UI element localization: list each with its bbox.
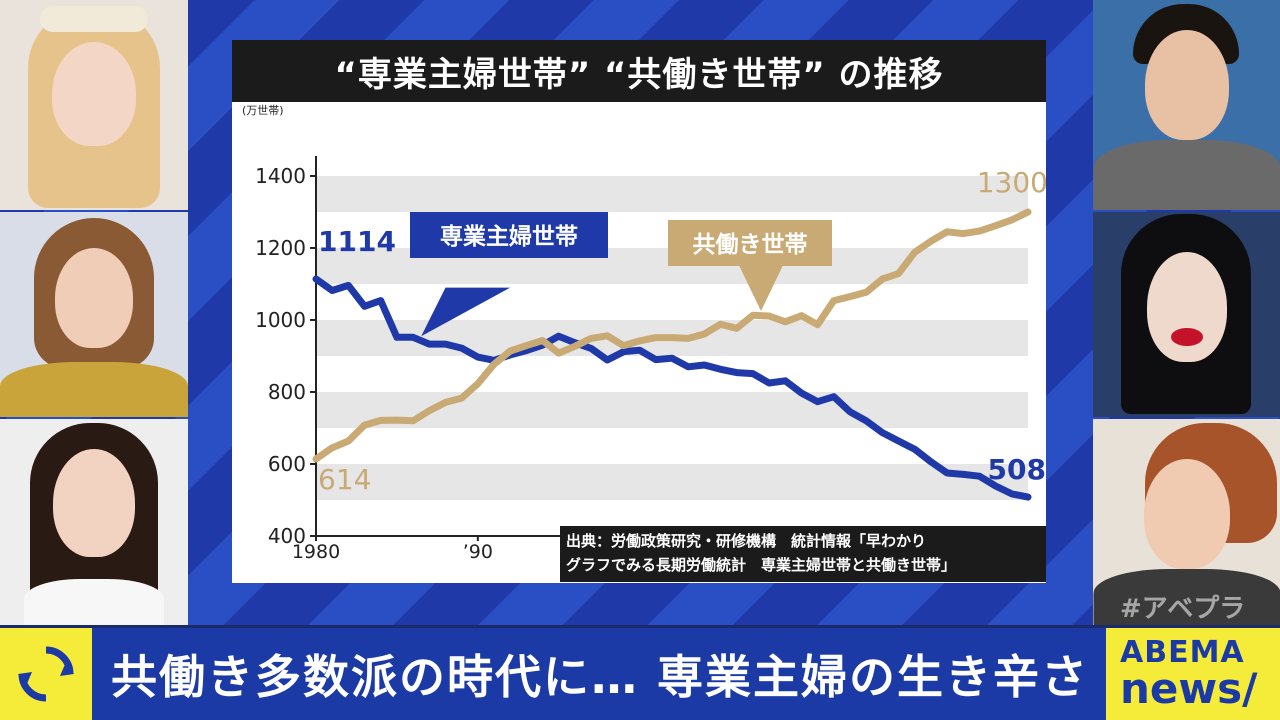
legend-label-dual-income: 共働き世帯 [693,231,808,258]
callout-box-housewife [410,212,608,258]
source-line-2: グラフでみる長期労働統計 専業主婦世帯と共働き世帯」 [566,556,957,574]
headline: 共働き多数派の時代に… 専業主婦の生き辛さ [100,634,1100,714]
y-tick-label: 1200 [255,236,306,260]
y-tick-label: 1400 [255,164,306,188]
chart-title: “専業主婦世帯” “共働き世帯” の推移 [232,40,1046,102]
panelist-video-right-3 [1093,419,1280,625]
y-tick-label: 1000 [255,308,306,332]
grid-band [316,176,1028,212]
logo-text-news: news/ [1120,664,1258,713]
panelist-video-left-1 [0,0,188,210]
panelist-video-right-1 [1093,0,1280,210]
data-label-1114: 1114 [318,225,396,258]
abema-news-logo: ABEMA news/ [1106,628,1280,720]
callout-box-dual-income [668,220,832,266]
callout-pointer-dual-income [736,260,786,311]
data-label-508: 508 [988,453,1046,486]
grid-band [316,464,1028,500]
x-tick-label: ’90 [463,541,493,563]
source-line-1: 出典：労働政策研究・研修機構 統計情報「早わかり [566,532,927,550]
source-note: 出典：労働政策研究・研修機構 統計情報「早わかり グラフでみる長期労働統計 専業… [560,526,1046,582]
panelist-video-left-3 [0,419,188,625]
callout-pointer-housewife [421,287,511,337]
line-chart: 400600800100012001400(万世帯)1980’902000’10… [242,104,1046,563]
grid-band [316,392,1028,428]
series-line-housewife [312,275,1032,501]
chart-card: “専業主婦世帯” “共働き世帯” の推移 400 600 800 1000 1200 14… [232,40,1046,583]
series-line-dual-income [312,208,1032,463]
panelist-video-left-2 [0,212,188,417]
data-label-614: 614 [318,463,371,496]
panelist-video-right-2 [1093,212,1280,417]
y-tick-label: 400 [268,524,306,548]
x-tick-label: 1980 [292,541,340,563]
y-tick-label: 800 [268,380,306,404]
data-label-1300: 1300 [977,166,1046,199]
logo-text-abema: ABEMA [1120,635,1245,670]
y-unit-label: (万世帯) [242,104,284,117]
watermark: #アベプラ [1120,594,1246,624]
legend-label-housewife: 専業主婦世帯 [440,223,578,250]
y-tick-label: 600 [268,452,306,476]
refresh-icon [0,628,92,720]
